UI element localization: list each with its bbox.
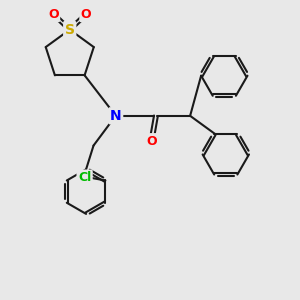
Text: N: N: [110, 109, 122, 123]
Text: S: S: [65, 22, 75, 37]
Text: Cl: Cl: [78, 171, 91, 184]
Text: O: O: [146, 135, 157, 148]
Text: O: O: [48, 8, 59, 21]
Text: O: O: [81, 8, 92, 21]
